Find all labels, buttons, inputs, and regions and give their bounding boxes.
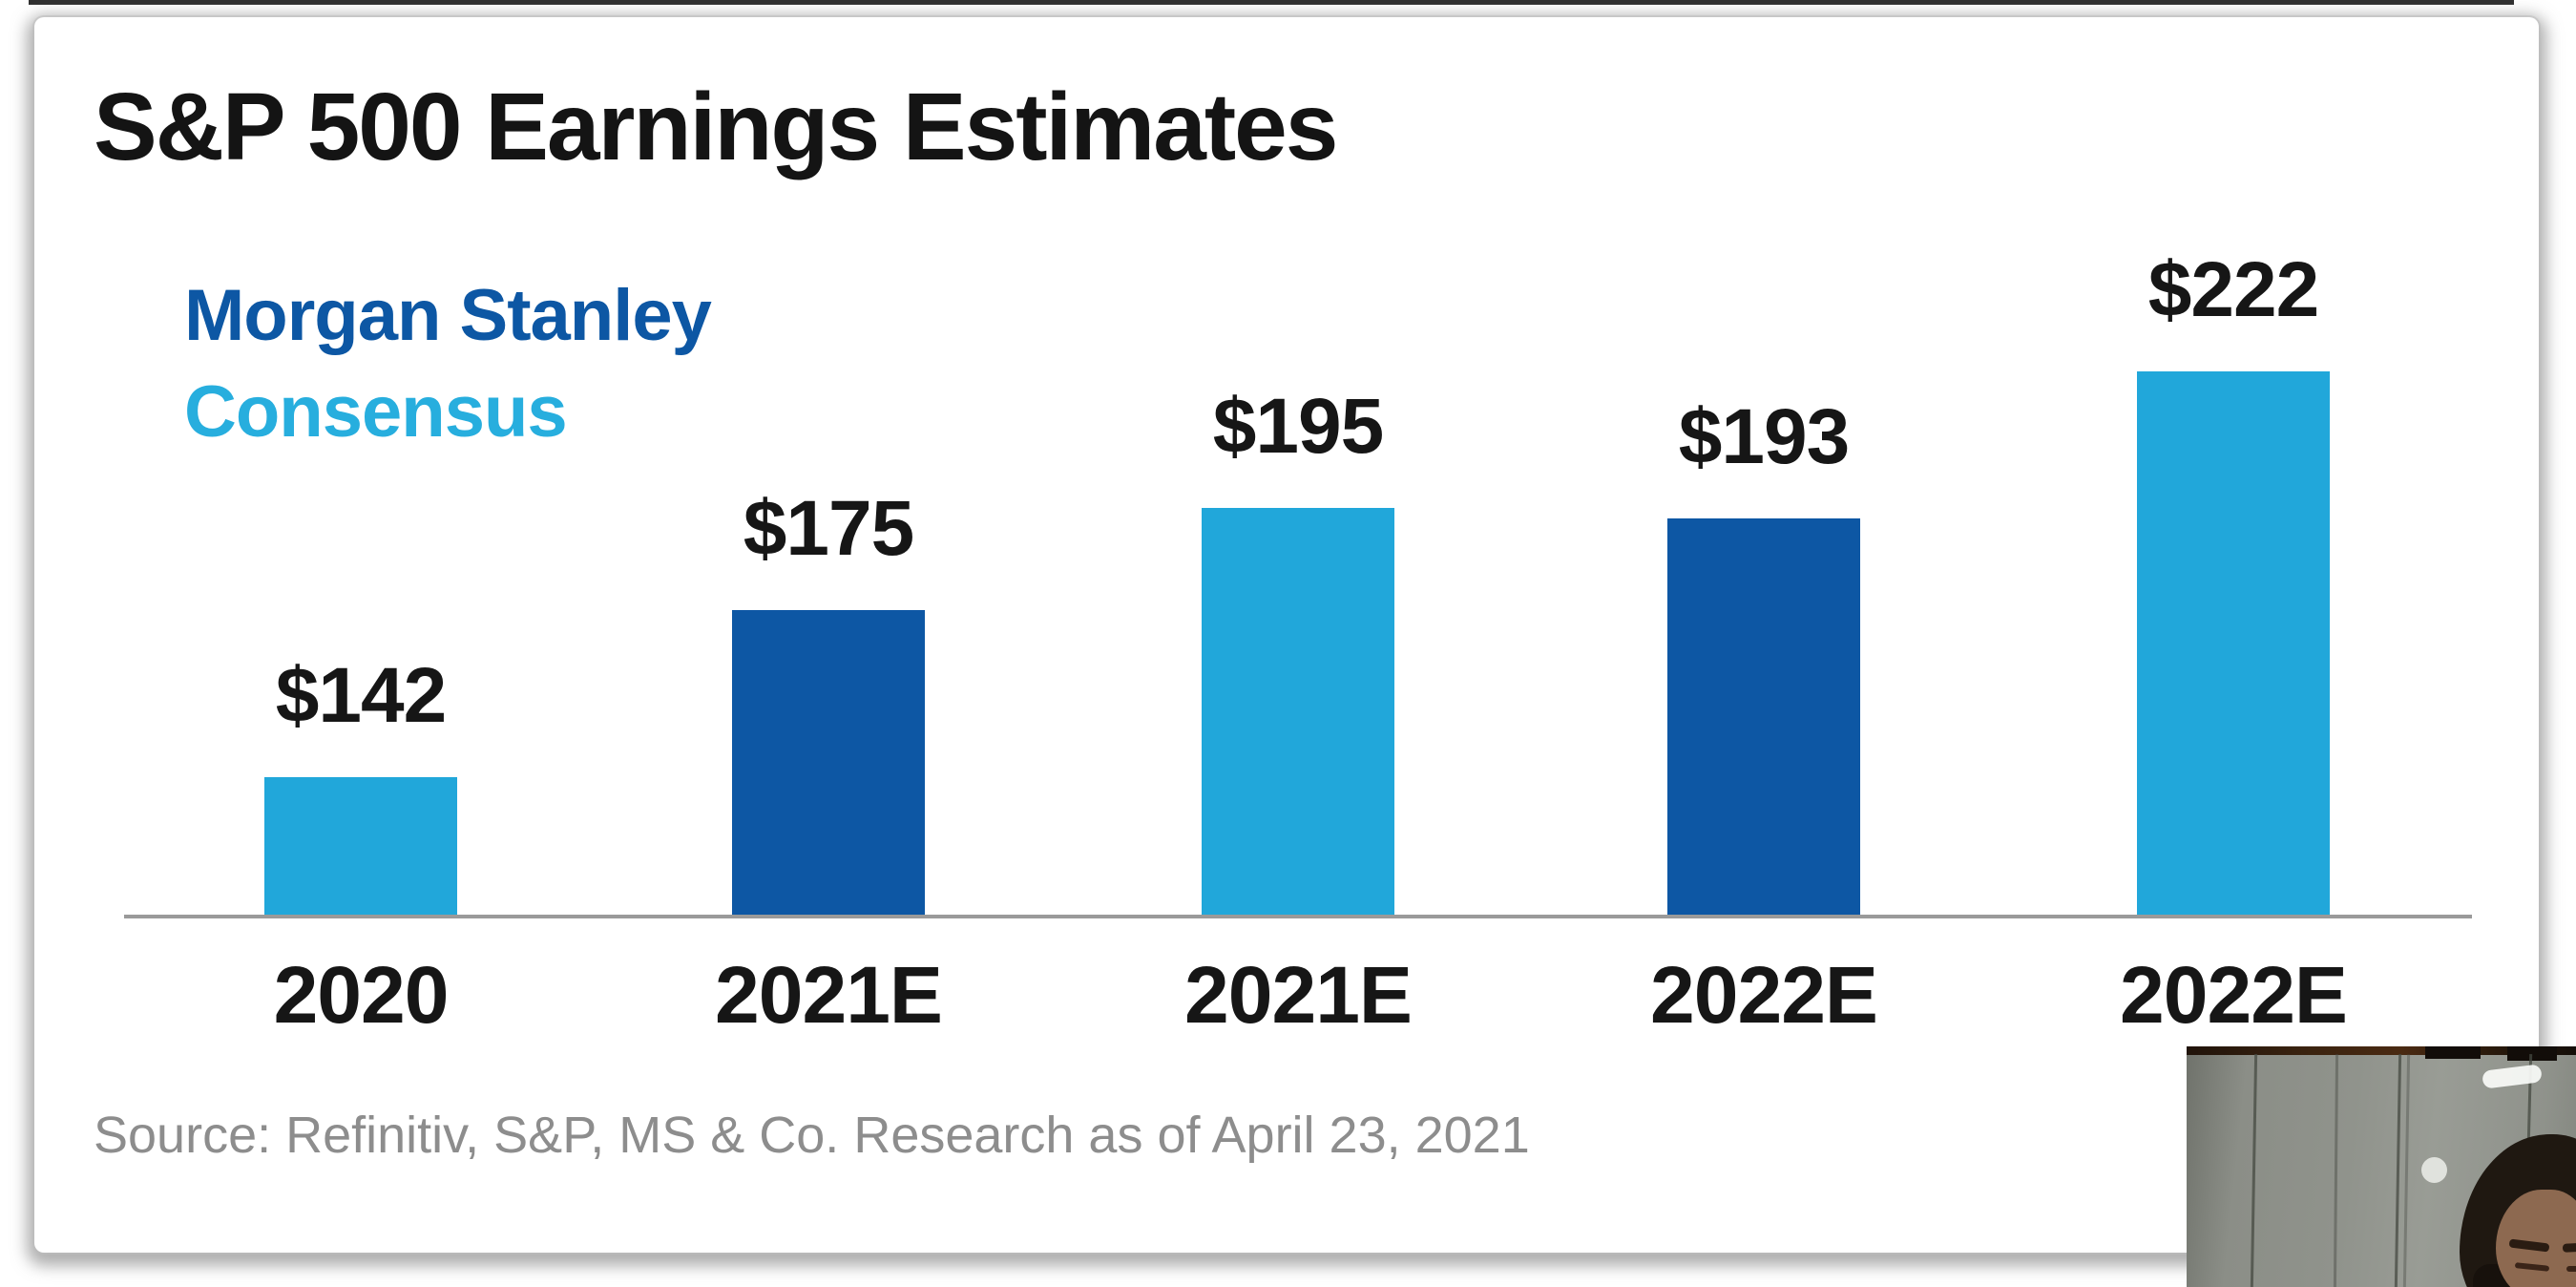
bar-value-label: $142 (275, 652, 447, 739)
person-eye (2566, 1266, 2576, 1272)
bar-value-label: $175 (743, 485, 914, 572)
x-axis-category-label: 2022E (1650, 950, 1878, 1040)
person-eyebrow (2562, 1242, 2576, 1253)
closet-panel-line (2333, 1053, 2339, 1287)
bar-2021E-morgan-stanley (732, 610, 925, 915)
x-axis-category-label: 2021E (1184, 950, 1413, 1040)
webcam-overlay (2187, 1046, 2576, 1287)
webcam-dark-patch (2507, 1046, 2557, 1061)
closet-panel-line (2394, 1053, 2402, 1287)
light-reflection (2482, 1064, 2543, 1089)
bar-2022E-morgan-stanley (1667, 518, 1860, 915)
closet-panel-line (2250, 1053, 2258, 1287)
x-axis-category-label: 2022E (2120, 950, 2348, 1040)
bar-2020-consensus (264, 777, 457, 915)
bar-value-label: $193 (1678, 393, 1850, 480)
light-dot (2421, 1157, 2447, 1183)
bar-2022E-consensus (2137, 371, 2330, 915)
person-face (2496, 1190, 2576, 1287)
webcam-dark-patch (2425, 1046, 2481, 1059)
bar-2021E-consensus (1202, 508, 1394, 915)
x-axis-line (124, 915, 2472, 918)
legend-item-morgan-stanley: Morgan Stanley (184, 275, 712, 356)
closet-panel-line (2402, 1053, 2411, 1287)
bar-value-label: $222 (2147, 246, 2319, 333)
webcam-top-strip (2187, 1046, 2576, 1055)
bar-value-label: $195 (1212, 383, 1384, 470)
chart-title: S&P 500 Earnings Estimates (94, 74, 1338, 180)
x-axis-category-label: 2020 (273, 950, 450, 1040)
x-axis-category-label: 2021E (715, 950, 943, 1040)
top-letterbox-strip (29, 0, 2514, 5)
source-note: Source: Refinitiv, S&P, MS & Co. Researc… (94, 1107, 1530, 1164)
chart-legend: Morgan Stanley Consensus (184, 267, 712, 460)
legend-item-consensus: Consensus (184, 371, 568, 454)
